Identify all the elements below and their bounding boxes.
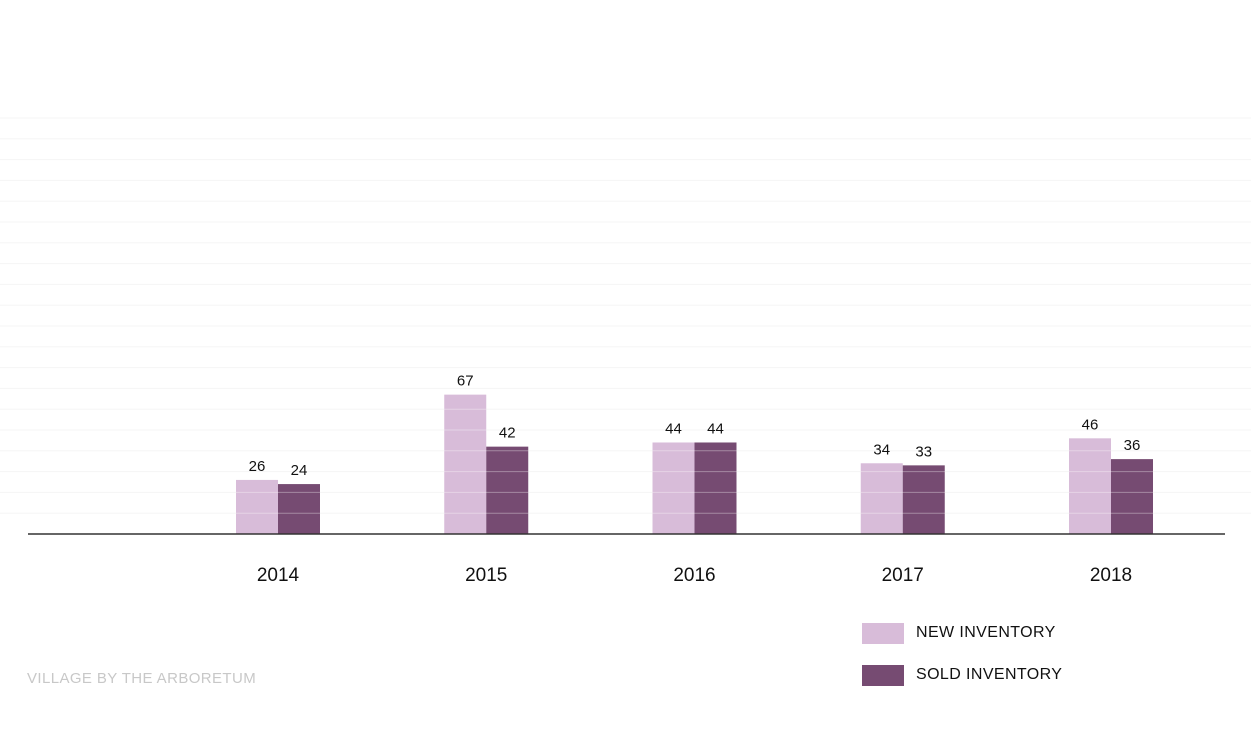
legend-swatch-new-inventory	[862, 622, 904, 644]
x-axis: 2014 2015 2016 2017 2018	[28, 533, 1225, 586]
bar-sold-inventory-2018	[1111, 459, 1153, 534]
data-label-new-inventory-2018: 46	[1082, 416, 1099, 433]
bar-new-inventory-2014	[236, 479, 278, 534]
x-tick-label-2018: 2018	[1090, 565, 1132, 586]
bar-new-inventory-2017	[860, 463, 903, 534]
bar-sold-inventory-2014	[278, 484, 320, 534]
legend-label-sold-inventory: SOLD INVENTORY	[916, 666, 1063, 683]
bars	[0, 117, 1251, 534]
data-label-sold-inventory-2018: 36	[1124, 437, 1141, 454]
bar-sold-inventory-2015	[486, 446, 529, 534]
legend-label-new-inventory: NEW INVENTORY	[916, 624, 1056, 641]
data-labels: 26 24 67 42 44 44 34 33 46 36	[249, 373, 1141, 479]
legend: NEW INVENTORY SOLD INVENTORY	[862, 622, 1062, 706]
gridlines	[0, 117, 1251, 514]
legend-swatch-sold-inventory	[862, 664, 904, 686]
footer-brand-text: VILLAGE BY THE ARBORETUM	[27, 670, 257, 687]
data-label-sold-inventory-2015: 42	[499, 425, 516, 442]
legend-item-new-inventory: NEW INVENTORY	[862, 622, 1062, 644]
data-label-new-inventory-2016: 44	[665, 420, 682, 437]
data-label-sold-inventory-2016: 44	[707, 420, 724, 437]
x-tick-label-2015: 2015	[465, 565, 507, 586]
bar-new-inventory-2018	[1069, 438, 1111, 534]
x-tick-label-2014: 2014	[257, 565, 300, 586]
bar-sold-inventory-2016	[694, 442, 737, 534]
data-label-sold-inventory-2017: 33	[915, 443, 932, 460]
bar-new-inventory-2015	[444, 394, 487, 534]
bar-sold-inventory-2017	[902, 465, 945, 534]
bar-new-inventory-2016	[652, 442, 695, 534]
data-label-new-inventory-2014: 26	[249, 458, 266, 475]
x-tick-label-2017: 2017	[882, 565, 924, 586]
data-label-sold-inventory-2014: 24	[291, 462, 308, 479]
data-label-new-inventory-2015: 67	[457, 373, 474, 390]
x-tick-label-2016: 2016	[673, 565, 715, 586]
legend-item-sold-inventory: SOLD INVENTORY	[862, 664, 1062, 686]
data-label-new-inventory-2017: 34	[873, 441, 890, 458]
